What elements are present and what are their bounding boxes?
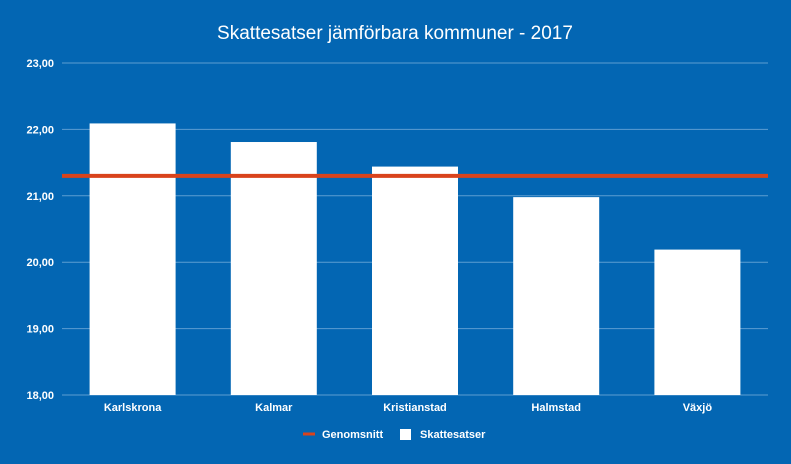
bar-kalmar [230,142,317,395]
bar-växjö [654,249,741,395]
bar-halmstad [513,197,600,395]
bars [89,123,741,395]
y-tick-label: 22,00 [26,124,54,136]
category-label: Växjö [683,402,713,414]
category-label: Kristianstad [383,402,447,414]
category-label: Kalmar [255,402,293,414]
legend-label-skattesatser: Skattesatser [420,429,486,441]
y-tick-label: 20,00 [26,257,54,269]
category-label: Karlskrona [104,402,162,414]
legend-label-genomsnitt: Genomsnitt [322,429,383,441]
legend-swatch-skattesatser [400,429,411,440]
y-tick-label: 18,00 [26,390,54,402]
x-axis-category-labels: Karlskrona Kalmar Kristianstad Halmstad Växj… [104,402,712,414]
y-tick-label: 23,00 [26,58,54,70]
y-tick-label: 19,00 [26,324,54,336]
bar-kristianstad [372,166,458,395]
category-label: Halmstad [531,402,581,414]
legend-swatch-genomsnitt [303,432,315,436]
y-tick-label: 21,00 [26,191,54,203]
bar-karlskrona [89,123,176,395]
y-axis-tick-labels: 18,00 19,00 20,00 21,00 22,00 23,00 [26,58,54,402]
legend: Genomsnitt Skattesatser [303,429,486,441]
chart-title: Skattesatser jämförbara kommuner - 2017 [217,23,573,44]
